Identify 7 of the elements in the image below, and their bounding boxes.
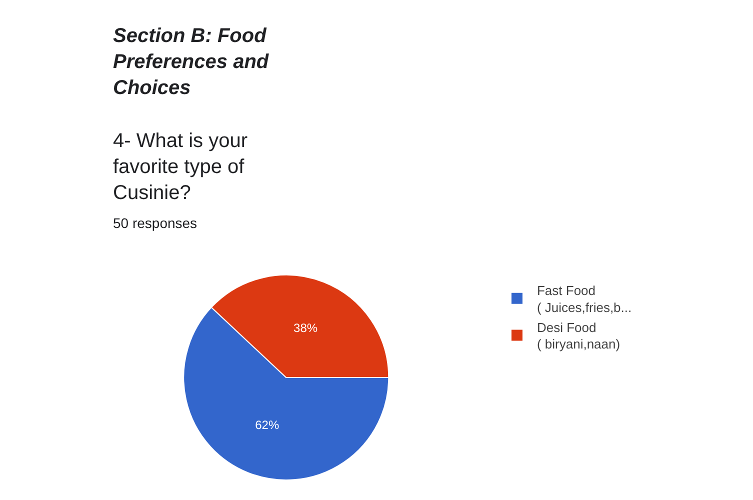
data-label: 62% [255,418,280,432]
chart-subtitle: 4- What is your favorite type of Cusinie? [113,130,248,204]
text: 50 responses [113,215,198,231]
chart-title: Section B: Food Preferences and Choices [113,25,270,99]
legend-label: Fast Food ( Juices,fries,b... [536,283,632,315]
legend-label: Desi Food ( biryani,naan) [536,320,620,352]
data-label: 38% [294,321,318,336]
